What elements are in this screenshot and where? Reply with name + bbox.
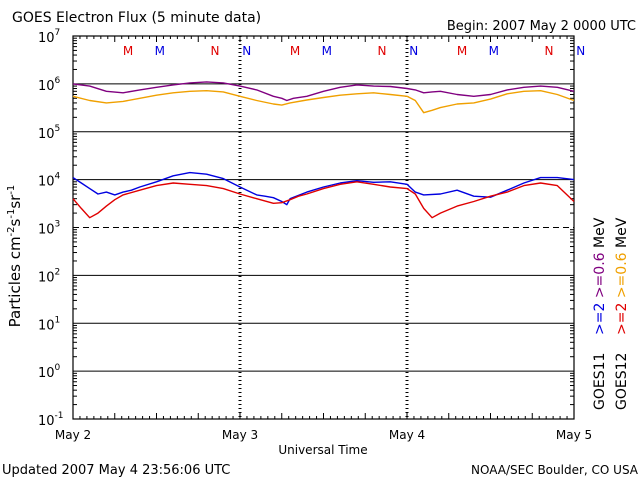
- mn-marker: M: [155, 44, 165, 58]
- x-tick-label: May 4: [389, 428, 425, 442]
- chart-title: GOES Electron Flux (5 minute data): [12, 10, 261, 26]
- updated-timestamp: Updated 2007 May 4 23:56:06 UTC: [2, 463, 230, 478]
- x-axis-tick-labels: May 2 May 3 May 4 May 5: [55, 428, 592, 442]
- y-tick-exponent: 4: [55, 172, 61, 182]
- series-line: [72, 81, 575, 102]
- mn-marker: N: [409, 44, 418, 58]
- y-tick-base: 10: [38, 318, 55, 333]
- x-tick-label: May 3: [222, 428, 258, 442]
- y-tick-exponent: 1: [55, 315, 61, 325]
- y-tick-exponent: 0: [55, 363, 61, 373]
- mn-marker: M: [489, 44, 499, 58]
- mn-marker: M: [290, 44, 300, 58]
- grid-lines: [73, 36, 574, 419]
- series-line: [72, 89, 575, 114]
- y-tick-exponent: 3: [55, 220, 61, 230]
- y-tick-base: 10: [38, 175, 55, 190]
- series-lines: [72, 81, 575, 219]
- legend: GOES11 >=2 >=0.6 MeV GOES12 >=2 >=0.6 MeV: [592, 217, 630, 410]
- y-tick-label: 103: [38, 220, 60, 238]
- source-credit: NOAA/SEC Boulder, CO USA: [471, 463, 639, 477]
- y-tick-label: 105: [38, 124, 60, 142]
- legend-entry: >=2 >=0.6 MeV: [592, 217, 608, 335]
- y-tick-base: 10: [38, 127, 55, 142]
- begin-date: Begin: 2007 May 2 0000 UTC: [447, 19, 636, 34]
- legend-satellite: GOES12: [614, 353, 630, 410]
- y-tick-label: 10-1: [38, 411, 64, 429]
- y-tick-base: 10: [38, 366, 55, 381]
- y-tick-base: 10: [38, 270, 55, 285]
- y-tick-label: 102: [38, 267, 60, 285]
- mn-marker: M: [322, 44, 332, 58]
- y-tick-exponent: 7: [55, 28, 61, 38]
- mn-marker: M: [457, 44, 467, 58]
- y-tick-exponent: 5: [55, 124, 61, 134]
- legend-satellite: GOES11: [592, 353, 608, 410]
- y-tick-exponent: 6: [55, 76, 61, 86]
- y-tick-base: 10: [38, 79, 55, 94]
- y-tick-base: 10: [38, 31, 55, 46]
- y-tick-label: 107: [38, 28, 60, 46]
- y-tick-base: 10: [38, 223, 55, 238]
- y-tick-base: 10: [38, 414, 55, 429]
- mn-marker: N: [242, 44, 251, 58]
- y-tick-label: 104: [38, 172, 61, 190]
- mn-marker: N: [576, 44, 585, 58]
- y-tick-label: 100: [38, 363, 61, 381]
- mn-marker: N: [544, 44, 553, 58]
- mn-marker: N: [377, 44, 386, 58]
- mn-marker: N: [210, 44, 219, 58]
- series-line: [72, 171, 575, 206]
- x-tick-label: May 2: [55, 428, 91, 442]
- x-tick-label: May 5: [556, 428, 592, 442]
- y-tick-exponent: 2: [55, 267, 61, 277]
- y-tick-label: 106: [38, 76, 61, 94]
- y-axis-title: Particles cm-2s-1sr-1: [6, 185, 24, 328]
- mn-marker: M: [123, 44, 133, 58]
- legend-entry: >=2 >=0.6 MeV: [614, 217, 630, 335]
- y-tick-exponent: -1: [55, 411, 64, 421]
- x-axis-title: Universal Time: [278, 443, 367, 457]
- series-line: [72, 181, 575, 219]
- y-tick-label: 101: [38, 315, 60, 333]
